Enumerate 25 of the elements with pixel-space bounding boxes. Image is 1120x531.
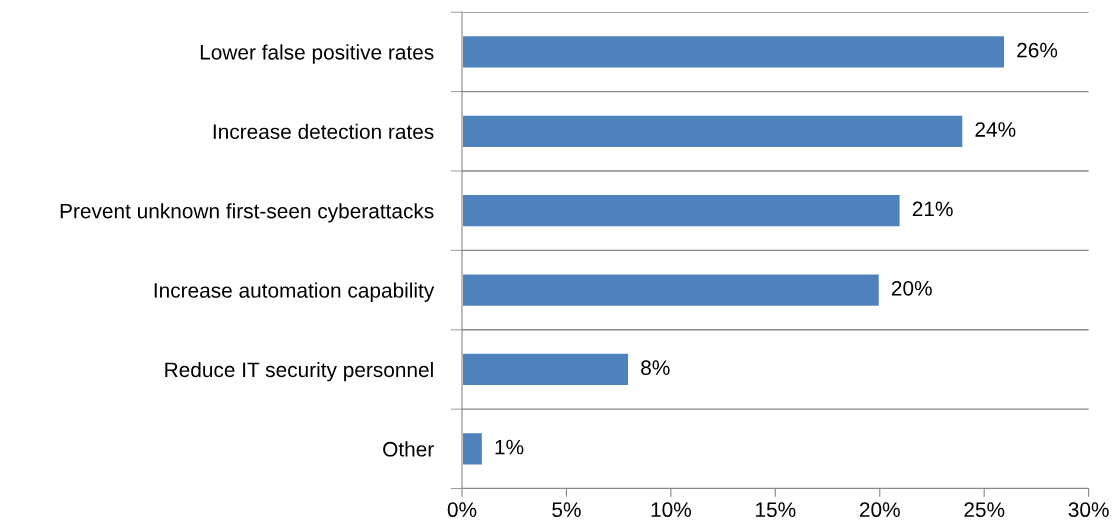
x-tick-label: 20% (859, 502, 900, 518)
y-tick-label: Reduce IT security personnel (165, 361, 433, 382)
x-tick-label: 5% (552, 502, 581, 518)
bar (462, 113, 965, 149)
bar (462, 351, 631, 388)
bar (462, 34, 1007, 70)
data-label: 21% (912, 201, 953, 217)
bar (462, 431, 484, 467)
bar (462, 192, 902, 229)
bar (462, 272, 881, 308)
y-tick-label: Other (383, 441, 434, 457)
x-tick-label: 30% (1068, 502, 1109, 518)
data-label: 1% (495, 439, 524, 455)
data-label: 24% (975, 122, 1016, 137)
data-label: 26% (1017, 42, 1058, 58)
data-label: 20% (891, 280, 932, 296)
y-tick-label: Increase automation capability (154, 282, 435, 302)
x-tick-label: 10% (651, 502, 691, 518)
y-tick-label: Lower false positive rates (200, 44, 434, 64)
y-tick-label: Increase detection rates (213, 123, 434, 140)
y-tick-label: Prevent unknown first-seen cyberattacks (60, 203, 434, 223)
x-tick-label: 25% (964, 502, 1005, 518)
x-tick-label: 15% (756, 502, 796, 518)
data-label: 8% (641, 360, 670, 376)
x-tick-label: 0% (447, 502, 477, 518)
